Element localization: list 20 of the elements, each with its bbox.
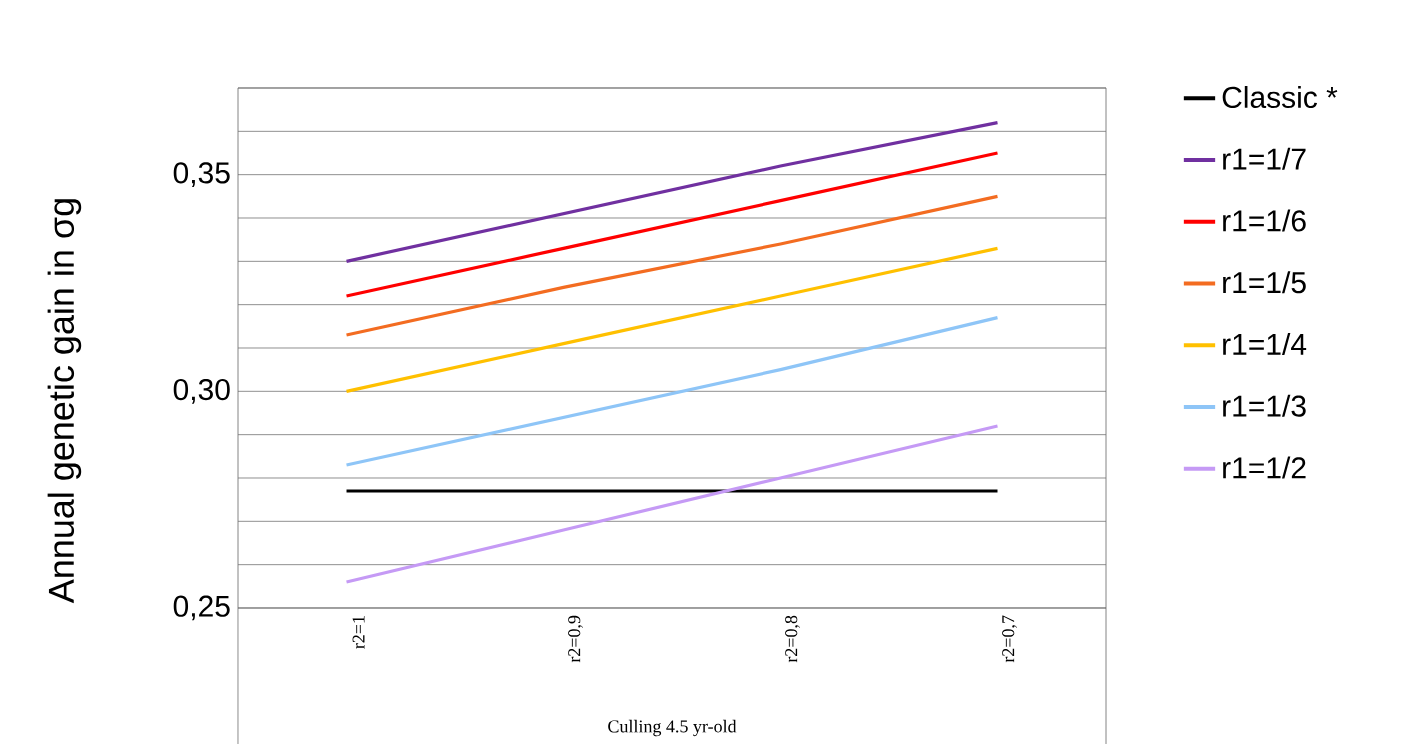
x-tick-label: r2=0,8 xyxy=(785,615,800,663)
y-tick-label: 0,25 xyxy=(173,595,230,621)
line-series xyxy=(344,424,1000,584)
x-tick-label: r2=0,9 xyxy=(568,615,583,663)
legend-label: r1=1/4 xyxy=(1223,332,1307,355)
y-tick-label: 0,30 xyxy=(173,378,230,404)
legend-label: r1=1/3 xyxy=(1223,394,1306,417)
line-series xyxy=(344,246,1000,393)
legend-label: r1=1/2 xyxy=(1223,456,1306,479)
legend-label: r1=1/5 xyxy=(1223,271,1306,294)
x-tick-label: r2=1 xyxy=(352,615,365,649)
x-axis-title: Culling 4.5 yr-old xyxy=(608,719,737,736)
legend-label: r1=1/7 xyxy=(1223,147,1306,170)
x-tick-label: r2=0,7 xyxy=(1002,615,1017,663)
legend-label: r1=1/6 xyxy=(1223,209,1306,232)
line-series xyxy=(344,151,1000,298)
legend-label: Classic * xyxy=(1222,85,1338,108)
line-series xyxy=(344,194,1000,337)
y-tick-label: 0,35 xyxy=(173,162,230,187)
y-axis-title: Annual genetic gain in σg xyxy=(47,198,82,603)
